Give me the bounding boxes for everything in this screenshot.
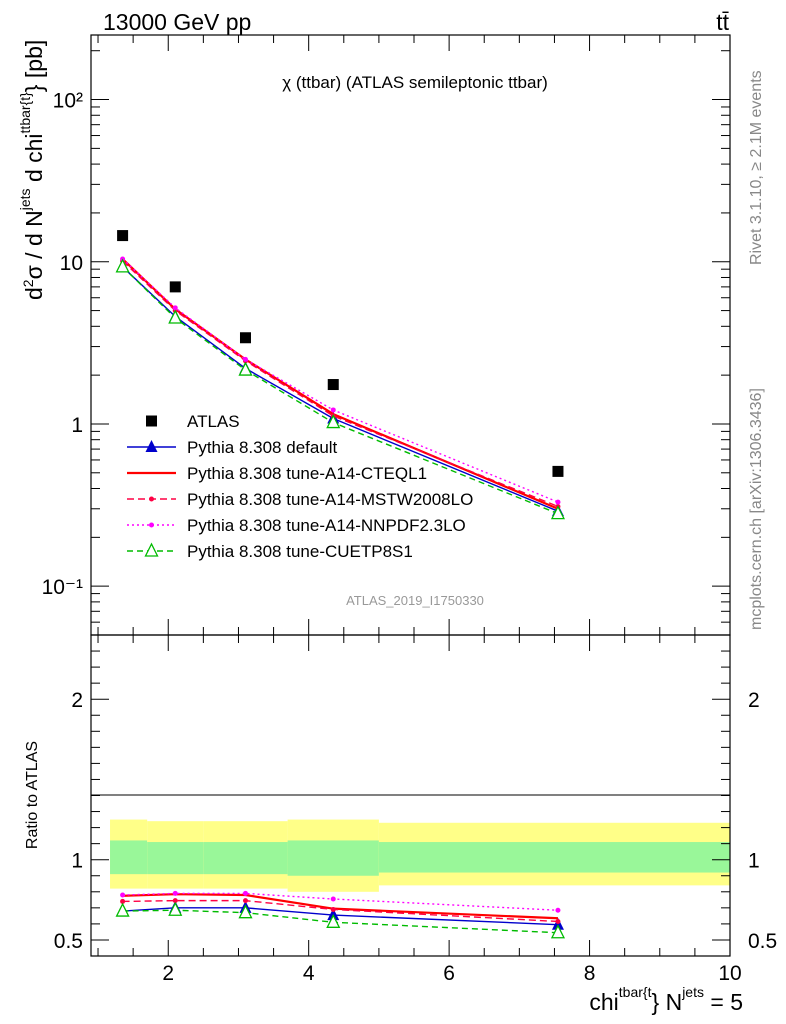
legend: ATLAS Pythia 8.308 default Pythia 8.308 tu… <box>127 412 473 561</box>
dot-marker <box>242 898 248 904</box>
open-triangle-marker <box>238 361 253 376</box>
ratio-y-axis: 0.5 0.5 1 1 2 2 <box>54 650 777 953</box>
open-triangle-marker <box>115 902 130 917</box>
series-line <box>122 892 558 911</box>
dot-marker <box>172 305 178 311</box>
legend-label: Pythia 8.308 default <box>187 438 338 457</box>
data-point <box>239 332 251 344</box>
dot-marker <box>330 896 336 902</box>
open-triangle-marker <box>168 309 183 324</box>
y-tick-label: 10⁻¹ <box>42 576 83 599</box>
ratio-inner-band <box>378 842 730 873</box>
ratio-y-label: Ratio to ATLAS <box>24 741 41 849</box>
ratio-y-tick-label: 0.5 <box>748 930 777 953</box>
y-tick-label: 10 <box>60 252 83 275</box>
dot-marker <box>555 907 561 913</box>
dot-marker <box>172 898 178 904</box>
process-label: tt̄ <box>716 9 729 35</box>
x-tick-label: 2 <box>162 962 174 985</box>
legend-label: Pythia 8.308 tune-CUETP8S1 <box>187 542 413 561</box>
dot-marker <box>242 356 248 362</box>
open-triangle-marker <box>144 542 159 557</box>
ratio-inner-band <box>287 840 379 876</box>
legend-label: Pythia 8.308 tune-A14-MSTW2008LO <box>187 490 473 509</box>
ratio-panel: 0.5 0.5 1 1 2 2 2 4 6 8 10 Ratio to ATLAS chitbar… <box>24 634 777 1015</box>
mcplots-label: mcplots.cern.ch [arXiv:1306.3436] <box>748 388 765 630</box>
dot-marker <box>172 890 178 896</box>
x-tick-label: 6 <box>443 962 455 985</box>
dot-marker <box>149 496 154 502</box>
dot-marker <box>120 892 126 898</box>
open-triangle-marker <box>238 904 253 919</box>
ratio-series-layer <box>115 890 566 939</box>
analysis-label: ATLAS_2019_I1750330 <box>346 593 484 608</box>
main-series-layer <box>115 230 566 520</box>
open-triangle-marker <box>168 901 183 916</box>
energy-label: 13000 GeV pp <box>103 9 251 35</box>
series-line <box>122 893 559 920</box>
ratio-y-tick-label: 1 <box>71 850 83 873</box>
y-tick-label: 10² <box>53 90 83 113</box>
ratio-inner-band <box>147 842 204 875</box>
dot-marker <box>149 522 154 528</box>
y-axis-label: d2σ / d Njets d chittbar{t}} [pb] <box>17 40 47 300</box>
series-line <box>122 258 559 503</box>
ratio-y-tick-label: 1 <box>748 850 760 873</box>
ratio-inner-band <box>110 840 148 875</box>
open-triangle-marker <box>550 924 566 939</box>
ratio-x-axis: 2 4 6 8 10 <box>97 635 742 985</box>
main-x-axis <box>97 35 731 635</box>
x-tick-label: 10 <box>718 962 741 985</box>
x-axis-label: chitbar{t} Njets = 5 <box>589 984 743 1015</box>
ratio-y-tick-label: 2 <box>748 689 760 712</box>
x-tick-label: 4 <box>303 962 315 985</box>
data-point <box>117 230 129 242</box>
open-triangle-marker <box>550 505 566 520</box>
main-panel: χ (ttbar) (ATLAS semileptonic ttbar) ATL… <box>17 34 731 636</box>
dot-marker <box>555 918 561 924</box>
rivet-label: Rivet 3.1.10, ≥ 2.1M events <box>748 70 765 265</box>
dot-marker <box>330 906 336 912</box>
data-point <box>552 465 564 477</box>
chart-title: χ (ttbar) (ATLAS semileptonic ttbar) <box>282 73 548 92</box>
legend-label: Pythia 8.308 tune-A14-CTEQL1 <box>187 464 427 483</box>
y-tick-label: 1 <box>71 414 83 437</box>
dot-marker <box>330 407 336 413</box>
open-triangle-marker <box>326 913 341 928</box>
dot-marker <box>120 898 126 904</box>
ratio-y-tick-label: 0.5 <box>54 930 83 953</box>
legend-label: ATLAS <box>187 412 240 431</box>
open-triangle-marker <box>326 414 341 429</box>
legend-label: Pythia 8.308 tune-A14-NNPDF2.3LO <box>187 516 466 535</box>
triangle-marker <box>145 440 158 452</box>
data-point <box>169 281 181 293</box>
data-point <box>327 379 339 391</box>
ratio-bands <box>110 819 730 892</box>
ratio-inner-band <box>203 842 288 875</box>
open-triangle-marker <box>115 258 130 273</box>
ratio-y-tick-label: 2 <box>71 689 83 712</box>
x-tick-label: 8 <box>584 962 596 985</box>
main-y-axis: 10⁻¹ 1 10 10² <box>42 50 730 636</box>
dot-marker <box>555 499 561 505</box>
dot-marker <box>242 890 248 896</box>
legend-data-marker <box>146 415 157 427</box>
